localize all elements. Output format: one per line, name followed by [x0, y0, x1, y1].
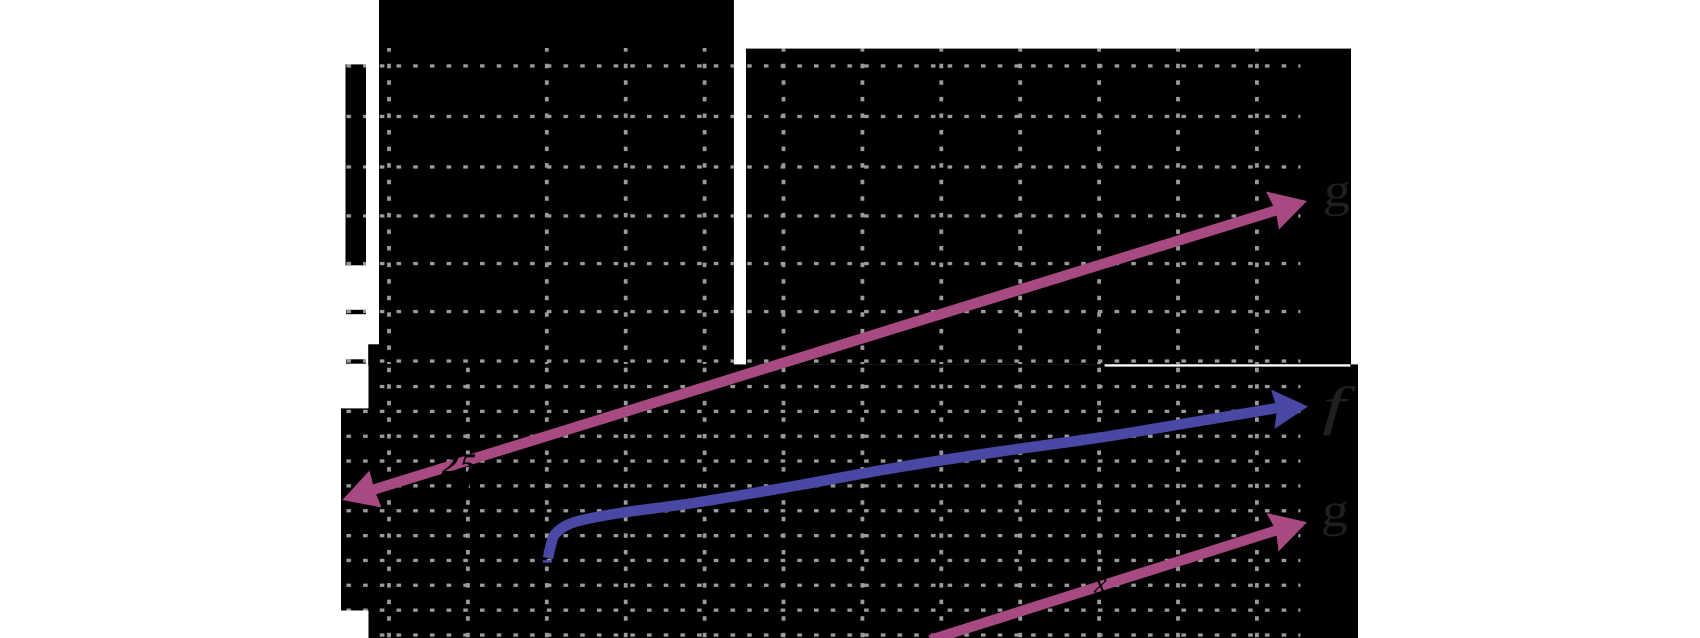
svg-text:x: x: [1093, 568, 1107, 600]
svg-text:g: g: [1322, 164, 1353, 217]
svg-text:25: 25: [440, 447, 479, 481]
svg-text:g: g: [1320, 484, 1351, 537]
